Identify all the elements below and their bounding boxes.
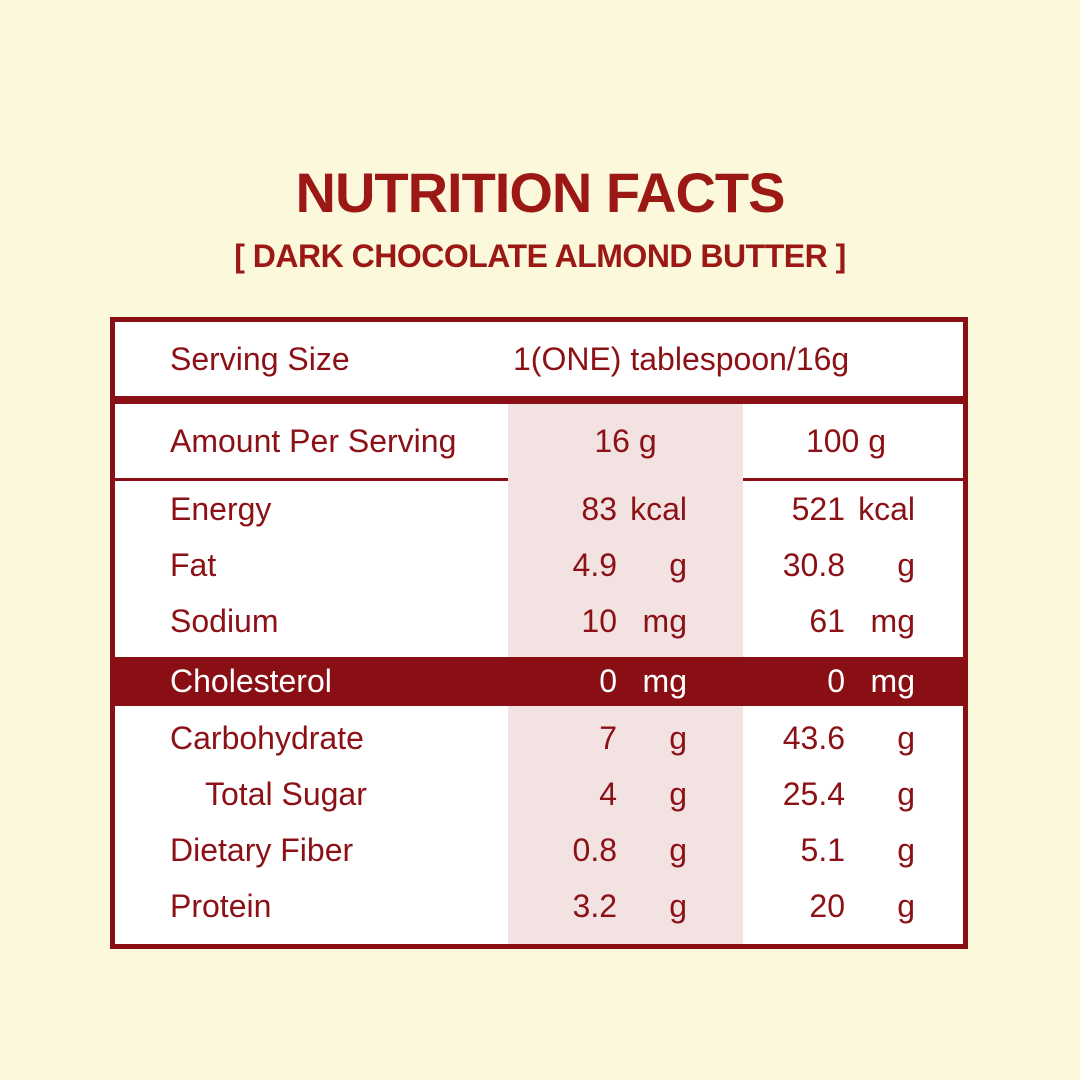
value-unit: g bbox=[897, 719, 915, 756]
value-unit: mg bbox=[870, 663, 915, 699]
value-per-100g-dietary-fiber: 5.1 g bbox=[743, 832, 963, 869]
value-number: 4 bbox=[599, 775, 617, 812]
serving-size-value: 1(ONE) tablespoon/16g bbox=[513, 340, 850, 377]
column-header-100g: 100 g bbox=[805, 422, 887, 459]
value-per-100g-cholesterol: 0 mg bbox=[743, 663, 963, 700]
value-per-16g-dietary-fiber: 0.8 g bbox=[508, 832, 743, 869]
value-number: 7 bbox=[599, 719, 617, 756]
value-unit: mg bbox=[870, 602, 915, 639]
nutrient-label-carbohydrate: Carbohydrate bbox=[170, 719, 364, 756]
page-title: NUTRITION FACTS bbox=[295, 161, 786, 224]
nutrient-label-protein: Protein bbox=[170, 887, 272, 924]
value-per-16g-sodium: 10 mg bbox=[508, 603, 743, 640]
value-per-100g-protein: 20 g bbox=[743, 888, 963, 925]
value-unit: g bbox=[897, 831, 915, 868]
nutrient-row-energy: Energy 83 kcal 521 kcal bbox=[115, 481, 963, 537]
nutrient-label-total-sugar: Total Sugar bbox=[205, 775, 367, 812]
product-name-subtitle: [ DARK CHOCOLATE ALMOND BUTTER ] bbox=[234, 238, 846, 274]
value-number: 521 bbox=[791, 490, 845, 527]
nutrient-row-protein: Protein 3.2 g 20 g bbox=[115, 878, 963, 934]
value-unit: g bbox=[669, 719, 687, 756]
thick-divider bbox=[115, 396, 963, 404]
value-number: 0 bbox=[827, 663, 845, 699]
serving-size-label: Serving Size bbox=[170, 340, 350, 377]
nutrient-label-cholesterol: Cholesterol bbox=[170, 663, 332, 699]
nutrient-row-carbohydrate: Carbohydrate 7 g 43.6 g bbox=[115, 710, 963, 766]
value-unit: kcal bbox=[858, 490, 915, 527]
nutrient-row-cholesterol: Cholesterol 0 mg 0 mg bbox=[115, 657, 963, 706]
value-per-16g-cholesterol: 0 mg bbox=[508, 663, 743, 700]
value-number: 3.2 bbox=[572, 887, 617, 924]
value-number: 5.1 bbox=[800, 831, 845, 868]
value-per-16g-energy: 83 kcal bbox=[508, 491, 743, 528]
value-unit: g bbox=[669, 546, 687, 583]
value-number: 25.4 bbox=[782, 775, 845, 812]
value-number: 4.9 bbox=[572, 546, 617, 583]
value-number: 43.6 bbox=[782, 719, 845, 756]
value-unit: mg bbox=[642, 663, 687, 699]
value-unit: mg bbox=[642, 602, 687, 639]
nutrient-row-sodium: Sodium 10 mg 61 mg bbox=[115, 593, 963, 649]
nutrition-table: Serving Size 1(ONE) tablespoon/16g Amoun… bbox=[110, 317, 968, 949]
column-header-16g: 16 g bbox=[594, 422, 657, 459]
value-unit: g bbox=[669, 887, 687, 924]
value-number: 0.8 bbox=[572, 831, 617, 868]
amount-per-serving-label: Amount Per Serving bbox=[170, 422, 457, 459]
nutrient-row-fat: Fat 4.9 g 30.8 g bbox=[115, 537, 963, 593]
column-header-row: Amount Per Serving 16 g 100 g bbox=[115, 404, 963, 478]
value-per-100g-carbohydrate: 43.6 g bbox=[743, 720, 963, 757]
nutrient-row-total-sugar: Total Sugar 4 g 25.4 g bbox=[115, 766, 963, 822]
serving-size-row: Serving Size 1(ONE) tablespoon/16g bbox=[115, 322, 963, 396]
nutrient-label-dietary-fiber: Dietary Fiber bbox=[170, 831, 354, 868]
value-per-16g-protein: 3.2 g bbox=[508, 888, 743, 925]
value-unit: g bbox=[669, 831, 687, 868]
value-number: 30.8 bbox=[782, 546, 845, 583]
value-per-100g-sodium: 61 mg bbox=[743, 603, 963, 640]
value-per-16g-fat: 4.9 g bbox=[508, 547, 743, 584]
value-number: 61 bbox=[809, 602, 845, 639]
value-number: 20 bbox=[809, 887, 845, 924]
value-unit: g bbox=[897, 887, 915, 924]
nutrient-label-fat: Fat bbox=[170, 546, 217, 583]
value-unit: g bbox=[669, 775, 687, 812]
nutrient-row-dietary-fiber: Dietary Fiber 0.8 g 5.1 g bbox=[115, 822, 963, 878]
nutrient-label-energy: Energy bbox=[170, 490, 272, 527]
value-per-100g-energy: 521 kcal bbox=[743, 491, 963, 528]
value-unit: kcal bbox=[630, 490, 687, 527]
value-per-100g-total-sugar: 25.4 g bbox=[743, 776, 963, 813]
nutrient-rows: Energy 83 kcal 521 kcal Fat 4.9 g 30.8 g Sodium 10 m… bbox=[115, 481, 963, 934]
value-unit: g bbox=[897, 775, 915, 812]
value-number: 0 bbox=[599, 663, 617, 699]
value-per-100g-fat: 30.8 g bbox=[743, 547, 963, 584]
nutrient-label-sodium: Sodium bbox=[170, 602, 279, 639]
value-unit: g bbox=[897, 546, 915, 583]
value-number: 83 bbox=[581, 490, 617, 527]
value-number: 10 bbox=[581, 602, 617, 639]
